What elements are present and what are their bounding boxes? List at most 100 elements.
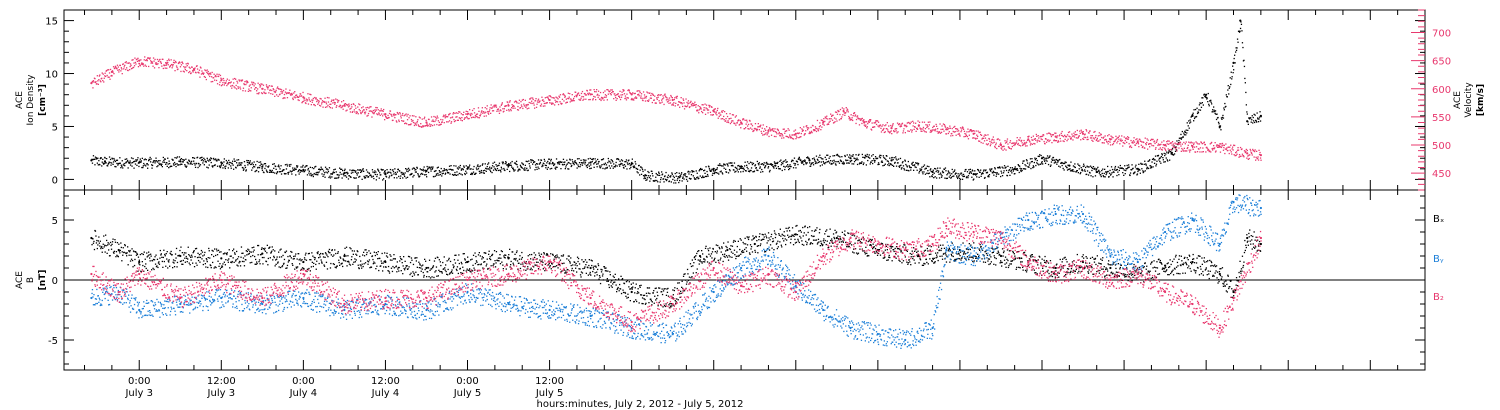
- data-dot: [116, 242, 119, 244]
- data-dot: [743, 169, 745, 171]
- data-dot: [574, 95, 576, 98]
- data-dot: [706, 173, 709, 176]
- data-dot: [218, 165, 221, 167]
- data-dot: [657, 174, 659, 176]
- data-dot: [92, 238, 94, 240]
- data-dot: [335, 171, 337, 173]
- data-dot: [532, 98, 534, 101]
- data-dot: [485, 111, 487, 113]
- data-dot: [306, 165, 308, 167]
- data-dot: [852, 119, 854, 122]
- data-dot: [1050, 134, 1052, 136]
- data-dot: [1157, 154, 1160, 157]
- data-dot: [917, 162, 920, 165]
- data-dot: [881, 125, 883, 127]
- data-dot: [1231, 78, 1233, 80]
- data-dot: [284, 164, 287, 166]
- data-dot: [167, 163, 169, 165]
- data-dot: [868, 120, 870, 122]
- data-dot: [292, 97, 294, 99]
- data-dot: [133, 62, 135, 64]
- data-dot: [788, 165, 790, 167]
- data-dot: [1105, 171, 1107, 173]
- data-dot: [992, 170, 994, 172]
- data-dot: [591, 93, 593, 96]
- data-dot: [1228, 152, 1230, 155]
- data-dot: [320, 105, 322, 107]
- data-dot: [1089, 172, 1091, 174]
- data-dot: [1212, 147, 1214, 149]
- data-dot: [468, 167, 470, 169]
- data-dot: [543, 158, 545, 161]
- data-dot: [571, 164, 573, 167]
- data-dot: [800, 159, 802, 161]
- data-dot: [587, 158, 589, 160]
- data-dot: [244, 90, 247, 92]
- data-dot: [631, 97, 633, 100]
- data-dot: [348, 105, 351, 107]
- data-dot: [461, 117, 463, 119]
- data-dot: [158, 67, 160, 69]
- data-dot: [806, 162, 808, 164]
- data-dot: [934, 176, 936, 178]
- data-dot: [1183, 134, 1185, 136]
- data-dot: [785, 161, 787, 163]
- data-dot: [157, 165, 159, 167]
- data-dot: [121, 68, 123, 70]
- data-dot: [769, 163, 772, 165]
- data-dot: [1148, 167, 1150, 170]
- data-dot: [1138, 168, 1140, 171]
- data-dot: [1058, 141, 1060, 143]
- data-dot: [249, 161, 251, 163]
- data-dot: [1053, 162, 1055, 164]
- data-dot: [644, 100, 647, 102]
- data-dot: [229, 82, 231, 84]
- data-dot: [477, 107, 480, 109]
- data-dot: [434, 175, 437, 177]
- data-dot: [189, 70, 191, 73]
- data-point: [712, 167, 715, 170]
- data-dot: [1200, 142, 1203, 144]
- data-dot: [626, 168, 628, 170]
- data-dot: [292, 98, 294, 101]
- data-dot: [168, 59, 170, 62]
- data-dot: [204, 159, 206, 161]
- data-dot: [509, 100, 511, 102]
- data-dot: [573, 100, 575, 102]
- data-dot: [881, 129, 884, 131]
- data-dot: [787, 136, 789, 138]
- data-dot: [395, 173, 397, 175]
- data-dot: [724, 163, 726, 165]
- data-dot: [1070, 138, 1072, 140]
- data-dot: [911, 163, 913, 165]
- data-dot: [454, 112, 456, 114]
- data-dot: [414, 171, 417, 173]
- data-dot: [682, 105, 684, 108]
- data-dot: [534, 161, 536, 163]
- data-dot: [198, 163, 200, 165]
- data-dot: [870, 161, 872, 163]
- data-dot: [549, 95, 551, 97]
- data-dot: [993, 141, 995, 143]
- data-dot: [133, 250, 135, 253]
- data-dot: [186, 70, 188, 72]
- data-dot: [841, 156, 843, 158]
- data-dot: [496, 110, 498, 112]
- data-dot: [830, 113, 832, 115]
- data-dot: [371, 111, 374, 113]
- data-dot: [834, 111, 837, 113]
- data-dot: [890, 163, 892, 165]
- data-dot: [1105, 139, 1107, 141]
- data-dot: [108, 76, 110, 78]
- data-dot: [1224, 152, 1226, 155]
- data-dot: [430, 116, 433, 118]
- data-dot: [127, 246, 129, 248]
- data-dot: [119, 162, 121, 164]
- data-dot: [564, 95, 566, 97]
- data-dot: [604, 162, 607, 164]
- data-dot: [1046, 160, 1048, 162]
- data-dot: [657, 181, 659, 183]
- data-dot: [1065, 161, 1067, 164]
- data-dot: [329, 177, 332, 179]
- data-dot: [1020, 169, 1022, 171]
